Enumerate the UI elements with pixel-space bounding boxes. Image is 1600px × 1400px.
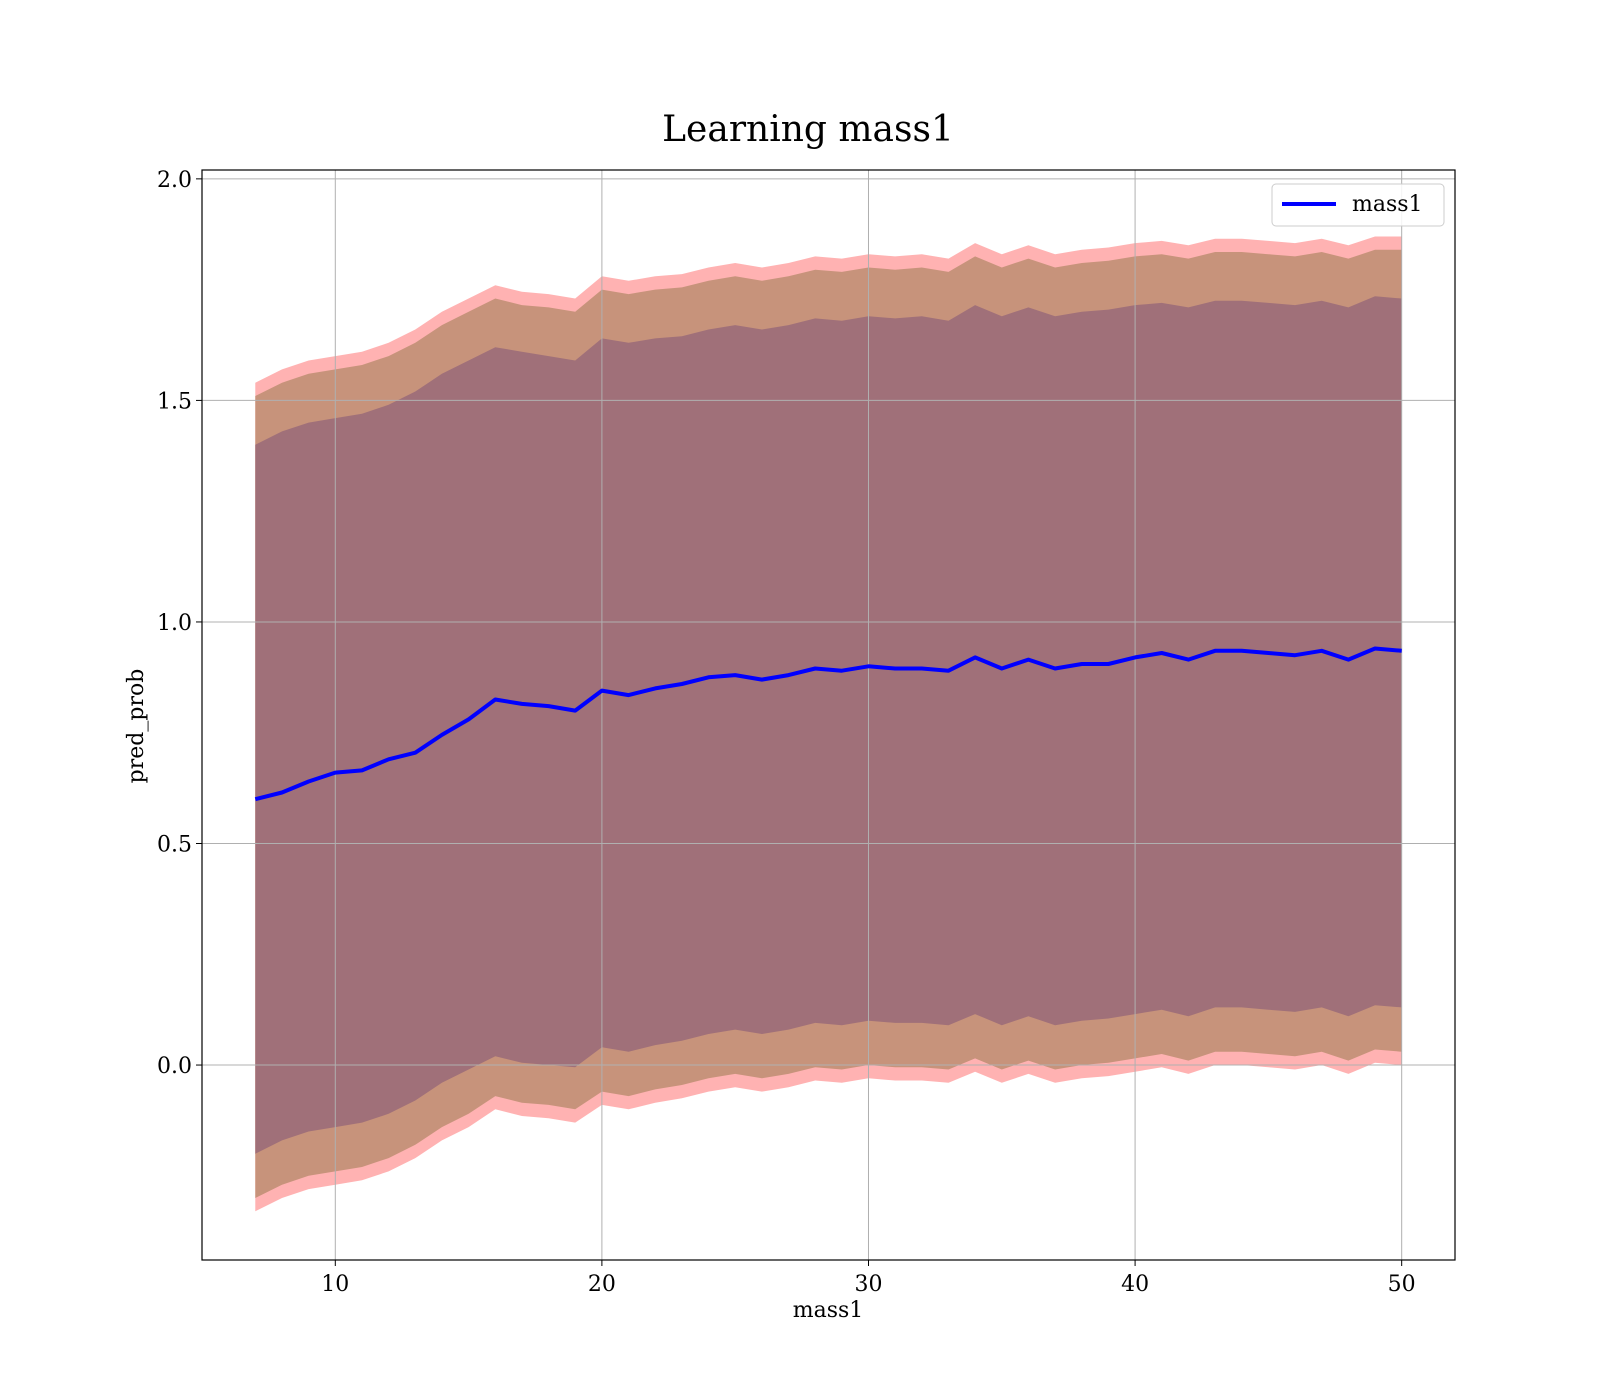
y-axis-label: pred_prob	[124, 669, 149, 784]
plot-frame	[201, 169, 1456, 1261]
y-tick-label-0: 0.0	[157, 1054, 192, 1079]
x-tick-label-1: 20	[588, 1272, 616, 1297]
y-tick-label-2: 1.0	[157, 611, 192, 636]
confidence-bands	[255, 236, 1402, 1212]
legend-label: mass1	[1352, 192, 1423, 217]
x-tick-label-2: 30	[854, 1272, 882, 1297]
x-axis: 10 20 30 40 50	[321, 1260, 1416, 1297]
series-layer	[254, 646, 1402, 802]
y-tick-label-4: 2.0	[157, 168, 192, 193]
x-tick-label-4: 50	[1388, 1272, 1416, 1297]
chart-title: Learning mass1	[662, 109, 954, 150]
y-axis: 0.0 0.5 1.0 1.5 2.0	[157, 168, 202, 1079]
legend: mass1	[1271, 183, 1445, 227]
y-tick-label-3: 1.5	[157, 389, 192, 414]
y-tick-label-1: 0.5	[157, 832, 192, 857]
x-axis-label: mass1	[793, 1298, 864, 1323]
legend-box	[1271, 183, 1445, 227]
x-tick-label-3: 40	[1121, 1272, 1149, 1297]
grid	[202, 170, 1455, 1260]
band-inner	[255, 296, 1402, 1154]
series-line-0	[254, 646, 1402, 802]
x-tick-label-0: 10	[321, 1272, 349, 1297]
